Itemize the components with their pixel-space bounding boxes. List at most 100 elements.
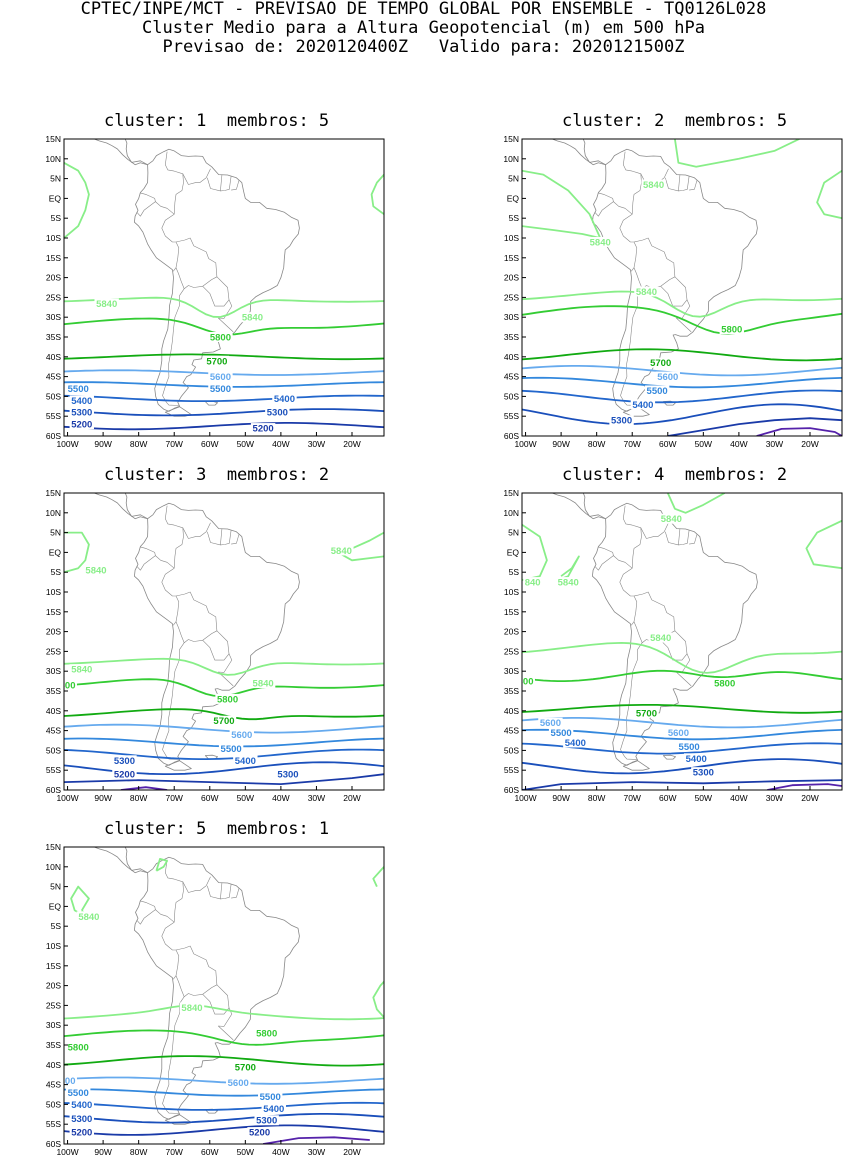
contour-label-bg xyxy=(275,769,301,780)
contour-5400 xyxy=(522,742,842,755)
lon-label: 30W xyxy=(766,439,783,449)
lat-label: 55S xyxy=(46,765,61,775)
lat-label: 5S xyxy=(51,921,62,931)
contour-5700 xyxy=(64,1055,384,1067)
contour-5600 xyxy=(64,723,384,734)
contour-label-bg xyxy=(226,1077,251,1088)
map-panel-cluster-5: cluster: 5 membros: 1 5840 5840 5800 5800 570… xyxy=(24,807,404,1164)
contour-label-bg xyxy=(634,286,659,297)
lon-label: 40W xyxy=(272,439,289,449)
contour-label: 840 xyxy=(525,578,541,589)
lat-label: 45S xyxy=(504,726,519,736)
contour-label: 5500 xyxy=(260,1092,281,1103)
lon-label: 30W xyxy=(308,439,325,449)
contour-label-bg xyxy=(265,407,290,418)
lat-label: 60S xyxy=(46,1139,61,1149)
contour-label: 5840 xyxy=(242,313,263,324)
lat-label: 60S xyxy=(46,785,61,795)
lat-label: EQ xyxy=(49,901,62,911)
lat-label: 10N xyxy=(45,508,61,518)
contour-label-bg xyxy=(64,680,77,691)
country-border xyxy=(633,237,676,289)
contour-label: 5300 xyxy=(277,770,298,781)
lon-label: 90W xyxy=(94,1147,111,1157)
contour-5840 xyxy=(64,1004,384,1021)
coastline xyxy=(134,148,300,412)
lon-label: 90W xyxy=(552,439,569,449)
contour-5840 xyxy=(372,866,384,887)
lon-label: 50W xyxy=(237,439,254,449)
contour-label-bg xyxy=(66,1041,91,1052)
lat-label: 25S xyxy=(504,646,519,656)
coastline xyxy=(582,493,606,520)
lat-label: 15N xyxy=(503,134,519,144)
contour-5800 xyxy=(522,669,842,682)
lat-label: 25S xyxy=(504,292,519,302)
lon-label: 30W xyxy=(308,793,325,803)
contour-label-bg xyxy=(69,1113,94,1124)
lat-label: 15S xyxy=(504,253,519,263)
lat-label: 5N xyxy=(508,174,519,184)
contour-label-bg xyxy=(666,727,691,738)
lon-label: 50W xyxy=(237,1147,254,1157)
contour-5800 xyxy=(522,305,842,335)
lon-label: 70W xyxy=(165,1147,182,1157)
contour-5200 xyxy=(522,779,842,790)
contour-label-bg xyxy=(254,1115,279,1126)
contour-label: 5300 xyxy=(71,408,92,419)
contour-label-bg xyxy=(69,395,94,406)
lat-label: 55S xyxy=(504,765,519,775)
lon-label: 90W xyxy=(94,439,111,449)
contour-label-bg xyxy=(211,715,237,726)
country-border xyxy=(689,180,698,191)
contour-label: 5800 xyxy=(714,679,735,690)
contour-5840 xyxy=(522,290,842,318)
lon-label: 20W xyxy=(343,793,360,803)
contour-label-bg xyxy=(247,1127,272,1138)
contour-label: 5840 xyxy=(71,665,92,676)
contour-5840 xyxy=(64,531,90,574)
country-border xyxy=(633,591,676,643)
coastline xyxy=(551,139,606,166)
country-border xyxy=(175,945,218,997)
contour-5840 xyxy=(522,642,842,674)
country-border xyxy=(155,555,180,626)
lat-label: 10N xyxy=(503,154,519,164)
contour-label: 5800 xyxy=(256,1029,277,1040)
contour-label-bg xyxy=(229,729,254,740)
lat-label: 15N xyxy=(503,488,519,498)
contour-label-bg xyxy=(215,693,240,704)
lat-label: 25S xyxy=(46,646,61,656)
contour-label-bg xyxy=(272,393,297,404)
lon-label: 60W xyxy=(201,793,218,803)
contour-label-bg xyxy=(644,385,670,396)
lon-label: 40W xyxy=(730,439,747,449)
contour-label: 5500 xyxy=(68,1088,89,1099)
contour-5400 xyxy=(64,748,384,760)
contour-label-bg xyxy=(329,545,354,556)
contour-5840 xyxy=(522,169,602,239)
contour-label: 5840 xyxy=(331,546,352,557)
lon-label: 100W xyxy=(56,1147,78,1157)
contour-label-bg xyxy=(659,513,684,524)
lon-label: 100W xyxy=(514,439,536,449)
contour-5200 xyxy=(64,1124,384,1136)
contour-label-bg xyxy=(712,678,737,689)
lat-label: 45S xyxy=(46,1080,61,1090)
contour-label: 5600 xyxy=(668,728,689,739)
contour-5500 xyxy=(522,728,842,741)
contour-label-bg xyxy=(522,676,535,687)
lat-label: EQ xyxy=(49,547,62,557)
contour-label-bg xyxy=(538,717,563,728)
lon-label: 50W xyxy=(695,793,712,803)
lat-label: 60S xyxy=(46,431,61,441)
country-border xyxy=(660,630,688,661)
coastline xyxy=(551,493,606,520)
contour-label-bg xyxy=(218,743,244,754)
lat-label: 15N xyxy=(45,842,61,852)
contour-label: 5600 xyxy=(657,372,678,383)
lat-label: 60S xyxy=(504,785,519,795)
